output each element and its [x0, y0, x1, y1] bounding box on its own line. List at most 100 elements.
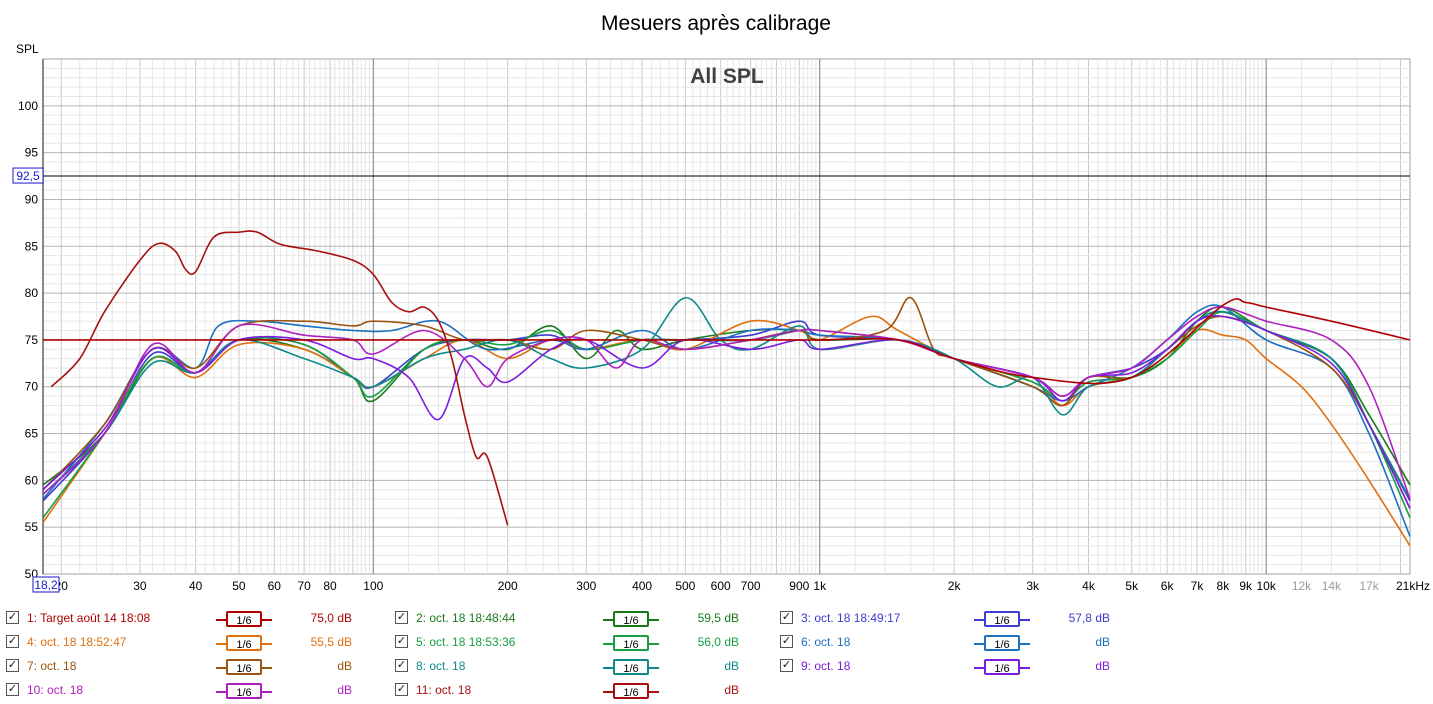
legend-checkbox[interactable]: ✓ [6, 635, 19, 648]
legend-checkbox[interactable]: ✓ [780, 611, 793, 624]
legend-smoothing-button[interactable]: 1/6 [613, 659, 649, 675]
series-line-4 [42, 315, 1411, 547]
legend-smoothing-button[interactable]: 1/6 [613, 611, 649, 627]
legend-smoothing-button[interactable]: 1/6 [984, 659, 1020, 675]
legend-checkbox[interactable]: ✓ [6, 683, 19, 696]
chart-title: Mesuers après calibrage [601, 12, 831, 35]
legend-value: 75,0 dB [310, 611, 352, 625]
x-tick-label: 14k [1322, 579, 1342, 593]
y-tick-label: 65 [25, 427, 39, 441]
legend-entry: ✓ 8: oct. 18 1/6 dB [395, 659, 775, 679]
x-tick-label: 600 [711, 579, 731, 593]
legend-value: 56,0 dB [697, 635, 739, 649]
y-tick-label: 100 [18, 99, 38, 113]
legend-series-name: 11: oct. 18 [416, 683, 472, 697]
legend-smoothing-button[interactable]: 1/6 [613, 683, 649, 699]
y-tick-label: 85 [25, 239, 39, 253]
svg-text:18,2: 18,2 [34, 578, 58, 592]
x-tick-label: 12k [1292, 579, 1312, 593]
legend-series-name: 2: oct. 18 18:48:44 [416, 611, 516, 625]
x-tick-label: 500 [675, 579, 695, 593]
x-tick-label: 900 [789, 579, 809, 593]
x-tick-label: 100 [363, 579, 383, 593]
series-layer [42, 230, 1411, 547]
series-line-11 [50, 230, 509, 526]
legend-entry: ✓ 9: oct. 18 1/6 dB [780, 659, 1160, 679]
legend-value: dB [337, 659, 352, 673]
legend-value: 55,5 dB [310, 635, 352, 649]
legend-checkbox[interactable]: ✓ [395, 683, 408, 696]
legend-value: dB [1095, 659, 1110, 673]
x-tick-label: 10k [1256, 579, 1276, 593]
legend-value: dB [337, 683, 352, 697]
x-tick-label: 400 [632, 579, 652, 593]
series-line-1 [42, 298, 1411, 385]
y-tick-label: 70 [25, 380, 39, 394]
legend-series-name: 3: oct. 18 18:49:17 [801, 611, 901, 625]
legend-checkbox[interactable]: ✓ [780, 635, 793, 648]
x-tick-label: 9k [1239, 579, 1253, 593]
legend-smoothing-button[interactable]: 1/6 [984, 635, 1020, 651]
minor-grid [43, 59, 1410, 574]
plot-area [42, 58, 1411, 575]
cursor-x-readout: 18,2 [32, 576, 60, 593]
legend-smoothing-button[interactable]: 1/6 [226, 635, 262, 651]
legend-checkbox[interactable]: ✓ [6, 659, 19, 672]
chart-subtitle: All SPL [690, 65, 764, 88]
legend-entry: ✓ 5: oct. 18 18:53:36 1/6 56,0 dB [395, 635, 775, 655]
legend-checkbox[interactable]: ✓ [395, 611, 408, 624]
x-tick-label: 80 [323, 579, 337, 593]
legend-smoothing-button[interactable]: 1/6 [613, 635, 649, 651]
legend-entry: ✓ 6: oct. 18 1/6 dB [780, 635, 1160, 655]
legend-smoothing-button[interactable]: 1/6 [226, 659, 262, 675]
legend-value: dB [1095, 635, 1110, 649]
y-axis-label: SPL [16, 42, 39, 56]
legend-series-name: 7: oct. 18 [27, 659, 77, 673]
legend-entry: ✓ 11: oct. 18 1/6 dB [395, 683, 775, 703]
x-tick-label: 30 [133, 579, 147, 593]
cursor-y-readout: 92,5 [12, 167, 44, 184]
legend-value: dB [724, 659, 739, 673]
major-grid [42, 59, 1410, 574]
x-tick-label: 50 [232, 579, 246, 593]
legend-entry: ✓ 10: oct. 18 1/6 dB [6, 683, 386, 703]
x-tick-label: 4k [1082, 579, 1096, 593]
legend-checkbox[interactable]: ✓ [780, 659, 793, 672]
y-tick-label: 95 [25, 146, 39, 160]
x-tick-label: 6k [1161, 579, 1175, 593]
y-tick-label: 55 [25, 520, 39, 534]
legend-smoothing-button[interactable]: 1/6 [226, 611, 262, 627]
legend-checkbox[interactable]: ✓ [395, 659, 408, 672]
x-tick-label: 1k [813, 579, 827, 593]
legend: ✓ 1: Target août 14 18:08 1/6 75,0 dB ✓ 2: oc… [0, 605, 1433, 704]
y-tick-label: 75 [25, 333, 39, 347]
x-tick-label: 8k [1217, 579, 1231, 593]
legend-series-name: 8: oct. 18 [416, 659, 466, 673]
legend-series-name: 1: Target août 14 18:08 [27, 611, 151, 625]
legend-entry: ✓ 1: Target août 14 18:08 1/6 75,0 dB [6, 611, 386, 631]
legend-series-name: 6: oct. 18 [801, 635, 851, 649]
x-axis-ticks: 20 30 40 50 60 70 80 100 200 300 400 500 600 700 900 1k… [55, 579, 1430, 593]
legend-series-name: 5: oct. 18 18:53:36 [416, 635, 516, 649]
legend-smoothing-button[interactable]: 1/6 [984, 611, 1020, 627]
y-tick-label: 80 [25, 286, 39, 300]
legend-entry: ✓ 7: oct. 18 1/6 dB [6, 659, 386, 679]
series-line-6 [42, 304, 1411, 537]
x-tick-label: 300 [576, 579, 596, 593]
legend-value: 57,8 dB [1068, 611, 1110, 625]
x-tick-label: 60 [268, 579, 282, 593]
legend-checkbox[interactable]: ✓ [6, 611, 19, 624]
series-line-10 [42, 306, 1411, 500]
x-tick-label: 3k [1026, 579, 1040, 593]
legend-smoothing-button[interactable]: 1/6 [226, 683, 262, 699]
legend-series-name: 4: oct. 18 18:52:47 [27, 635, 127, 649]
legend-value: dB [724, 683, 739, 697]
legend-checkbox[interactable]: ✓ [395, 635, 408, 648]
x-tick-label: 21kHz [1396, 579, 1430, 593]
y-tick-label: 90 [25, 192, 39, 206]
x-tick-label: 70 [297, 579, 311, 593]
x-tick-label: 2k [948, 579, 962, 593]
legend-entry: ✓ 4: oct. 18 18:52:47 1/6 55,5 dB [6, 635, 386, 655]
legend-entry: ✓ 3: oct. 18 18:49:17 1/6 57,8 dB [780, 611, 1160, 631]
